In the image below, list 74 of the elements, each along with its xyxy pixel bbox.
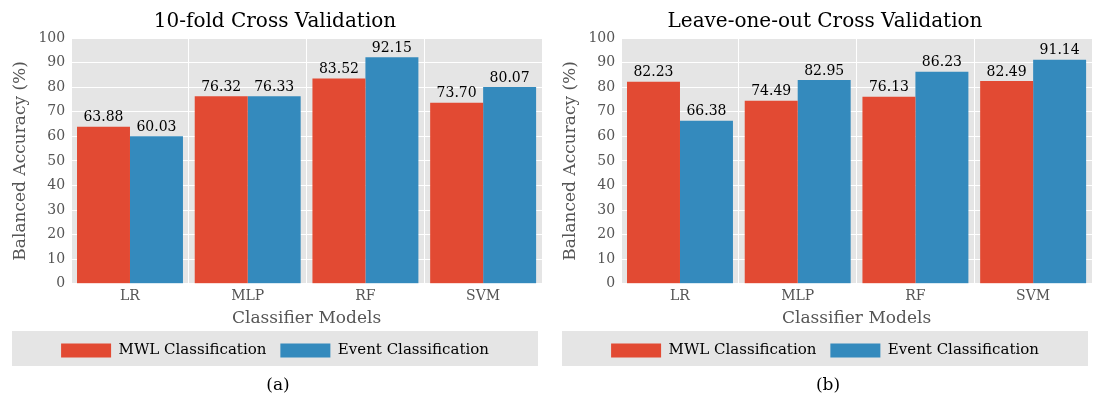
data-label: 74.49 (751, 82, 792, 99)
legend-label: Event Classification (337, 340, 490, 359)
x-tick-label: SVM (466, 286, 501, 303)
data-label: 83.52 (318, 60, 359, 77)
y-tick-label: 0 (56, 274, 66, 291)
legend-label: MWL Classification (668, 340, 817, 359)
y-tick-label: 30 (597, 200, 616, 217)
bar (483, 86, 537, 284)
chart-title: Leave-one-out Cross Validation (667, 8, 983, 33)
y-tick-label: 0 (606, 274, 616, 291)
y-tick-label: 70 (47, 102, 66, 119)
x-tick-label: MLP (231, 286, 265, 303)
bar (862, 96, 916, 284)
bar (797, 79, 851, 284)
y-tick-label: 100 (588, 28, 616, 45)
y-tick-label: 30 (47, 200, 66, 217)
y-axis-title: Balanced Accuracy (%) (558, 61, 579, 261)
y-tick-label: 80 (47, 77, 66, 94)
data-label: 80.07 (489, 68, 530, 85)
data-label: 76.13 (868, 78, 909, 95)
y-tick-label: 90 (47, 53, 66, 70)
data-label: 82.23 (633, 63, 674, 80)
x-tick-label: LR (120, 286, 141, 303)
data-label: 91.14 (1039, 41, 1080, 58)
text: (a) (266, 374, 290, 394)
x-axis-title: Classifier Models (231, 307, 382, 328)
y-tick-label: 80 (597, 77, 616, 94)
chart-title: 10-fold Cross Validation (153, 8, 397, 33)
bar (679, 120, 733, 284)
bar (365, 57, 419, 284)
y-tick-label: 40 (597, 176, 616, 193)
y-axis-title: Balanced Accuracy (%) (8, 61, 29, 261)
bar (627, 81, 680, 284)
y-tick-label: 20 (597, 225, 616, 242)
bar (129, 136, 183, 284)
bar (312, 78, 366, 284)
x-tick-label: LR (670, 286, 691, 303)
data-label: 60.03 (136, 117, 177, 134)
x-tick-label: SVM (1016, 286, 1051, 303)
x-tick-label: RF (905, 286, 926, 303)
bar (430, 102, 484, 284)
bar (744, 100, 798, 284)
y-tick-label: 50 (597, 151, 616, 168)
y-tick-label: 90 (597, 53, 616, 70)
y-tick-label: 50 (47, 151, 66, 168)
data-label: 92.15 (371, 38, 412, 55)
data-label: 73.70 (436, 84, 477, 101)
bar (194, 96, 248, 284)
y-tick-label: 70 (597, 102, 616, 119)
y-tick-label: 20 (47, 225, 66, 242)
y-tick-label: 60 (47, 126, 66, 143)
y-tick-label: 60 (597, 126, 616, 143)
data-label: 82.49 (986, 62, 1027, 79)
bar (77, 126, 130, 284)
data-label: 76.33 (254, 77, 295, 94)
y-tick-label: 100 (38, 28, 66, 45)
data-label: 66.38 (686, 102, 727, 119)
x-tick-label: MLP (781, 286, 815, 303)
text: (b) (815, 374, 841, 394)
legend-label: Event Classification (887, 340, 1040, 359)
x-tick-label: RF (355, 286, 376, 303)
bar (247, 96, 301, 284)
bar (980, 81, 1034, 284)
x-axis-title: Classifier Models (781, 307, 932, 328)
bar (1033, 59, 1087, 284)
y-tick-label: 40 (47, 176, 66, 193)
data-label: 76.32 (201, 77, 242, 94)
y-tick-label: 10 (47, 249, 66, 266)
bar (915, 71, 969, 284)
data-label: 82.95 (804, 61, 845, 78)
data-label: 86.23 (921, 53, 962, 70)
data-label: 63.88 (83, 108, 124, 125)
y-tick-label: 10 (597, 249, 616, 266)
legend-label: MWL Classification (118, 340, 267, 359)
